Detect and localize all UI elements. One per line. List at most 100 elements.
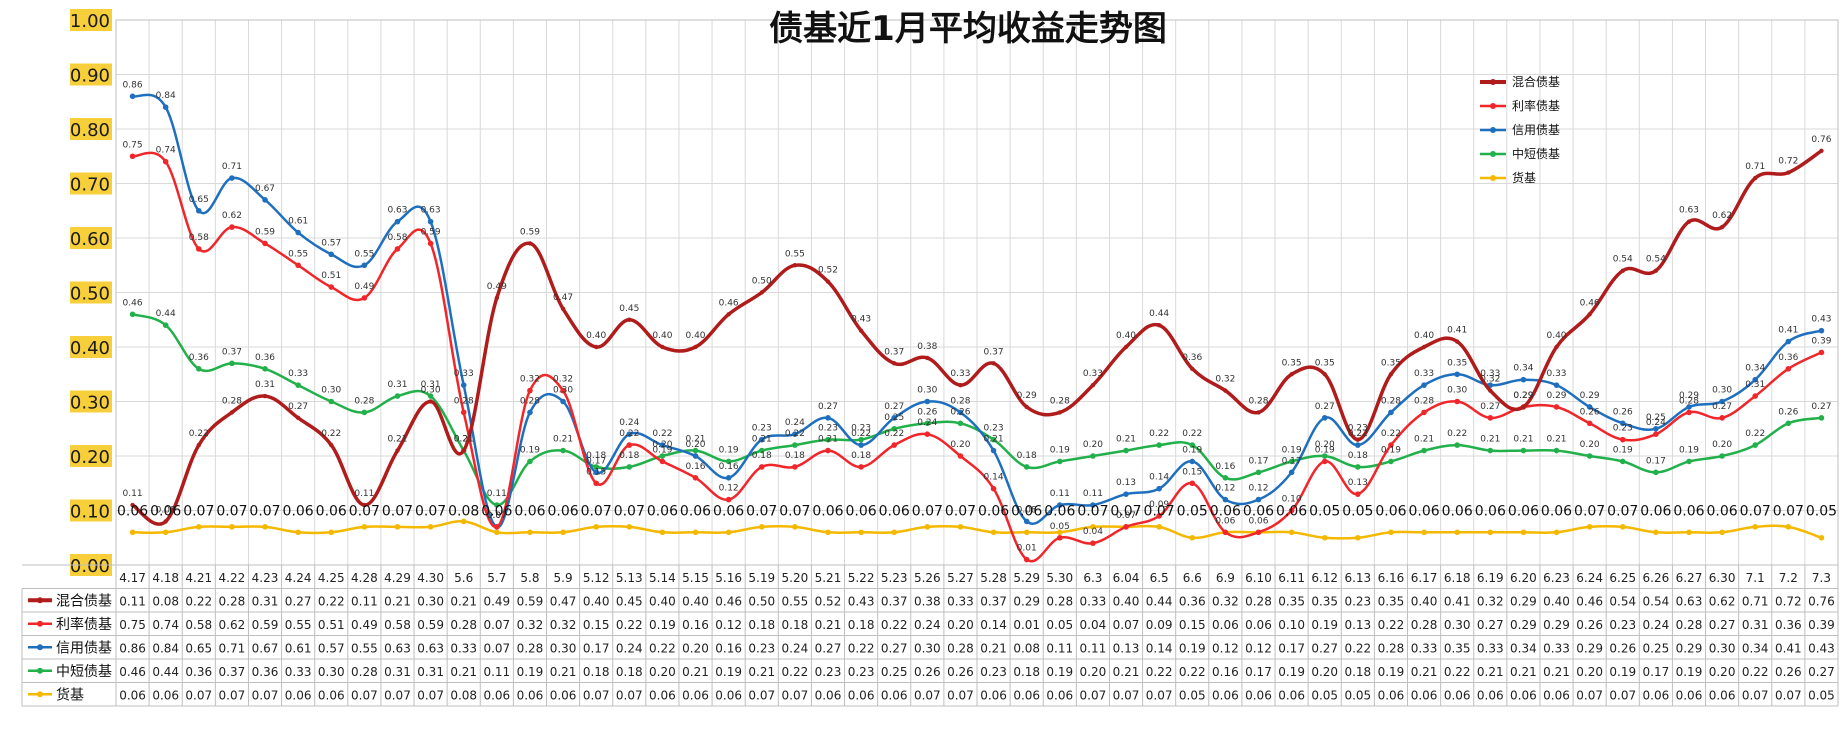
data-point bbox=[991, 361, 996, 366]
data-label: 0.28 bbox=[454, 396, 474, 406]
y-tick-label: 0.00 bbox=[70, 556, 110, 577]
data-label: 0.06 bbox=[117, 504, 148, 520]
x-tick-label: 5.28 bbox=[980, 571, 1007, 585]
table-cell: 0.06 bbox=[1477, 688, 1504, 702]
data-label: 0.27 bbox=[288, 402, 308, 412]
data-point bbox=[1785, 338, 1792, 345]
data-point bbox=[1322, 372, 1327, 377]
table-cell: 0.41 bbox=[1444, 594, 1471, 608]
data-point bbox=[990, 485, 997, 492]
data-point bbox=[1786, 170, 1791, 175]
table-cell: 0.18 bbox=[748, 618, 775, 632]
x-tick-label: 6.25 bbox=[1609, 571, 1636, 585]
table-cell: 0.27 bbox=[1709, 618, 1736, 632]
table-cell: 0.26 bbox=[947, 665, 974, 679]
data-point bbox=[229, 410, 235, 415]
data-point bbox=[1719, 453, 1725, 459]
table-cell: 0.16 bbox=[1212, 665, 1239, 679]
data-point bbox=[1288, 469, 1295, 476]
data-label: 0.11 bbox=[487, 489, 507, 499]
table-row-name: 货基 bbox=[56, 686, 84, 703]
table-cell: 0.06 bbox=[649, 688, 676, 702]
table-cell: 0.67 bbox=[252, 641, 279, 655]
table-cell: 0.62 bbox=[219, 618, 246, 632]
table-cell: 0.17 bbox=[1278, 641, 1305, 655]
x-tick-label: 6.3 bbox=[1083, 571, 1102, 585]
table-cell: 0.06 bbox=[980, 688, 1007, 702]
x-tick-label: 6.16 bbox=[1378, 571, 1405, 585]
data-point bbox=[1090, 540, 1096, 546]
data-point bbox=[1189, 480, 1196, 487]
table-cell: 0.57 bbox=[318, 641, 345, 655]
data-point bbox=[1619, 436, 1626, 443]
table-cell: 0.33 bbox=[1477, 641, 1504, 655]
data-label: 0.33 bbox=[454, 369, 474, 379]
data-point bbox=[1752, 442, 1759, 448]
data-label: 0.35 bbox=[1315, 358, 1335, 368]
table-cell: 0.29 bbox=[1013, 594, 1040, 608]
data-point bbox=[1819, 148, 1824, 153]
table-cell: 0.29 bbox=[1543, 618, 1570, 632]
table-cell: 0.06 bbox=[1444, 688, 1471, 702]
data-label: 0.06 bbox=[846, 504, 877, 520]
table-cell: 0.07 bbox=[1113, 688, 1140, 702]
table-cell: 0.11 bbox=[119, 594, 146, 608]
table-cell: 0.29 bbox=[1510, 594, 1537, 608]
table-row-name: 利率债基 bbox=[56, 616, 112, 633]
data-label: 0.49 bbox=[354, 282, 374, 292]
data-label: 0.24 bbox=[917, 418, 937, 428]
table-cell: 0.15 bbox=[583, 618, 610, 632]
table-cell: 0.36 bbox=[1179, 594, 1206, 608]
data-label: 0.22 bbox=[1348, 429, 1368, 439]
data-label: 0.06 bbox=[514, 504, 545, 520]
data-label: 0.26 bbox=[917, 407, 937, 417]
data-point bbox=[825, 436, 831, 443]
table-cell: 0.32 bbox=[1212, 594, 1239, 608]
data-label: 0.06 bbox=[1210, 504, 1241, 520]
data-label: 0.07 bbox=[1144, 504, 1175, 520]
table-cell: 0.15 bbox=[1179, 618, 1206, 632]
data-point bbox=[1487, 447, 1494, 454]
data-label: 0.22 bbox=[1149, 429, 1169, 439]
x-tick-label: 5.21 bbox=[815, 571, 842, 585]
data-point bbox=[295, 415, 301, 421]
data-label: 0.29 bbox=[1513, 391, 1533, 401]
legend-marker bbox=[1490, 151, 1496, 157]
data-point bbox=[825, 415, 831, 421]
data-label: 0.13 bbox=[1116, 478, 1136, 488]
data-point bbox=[1421, 344, 1427, 350]
data-point bbox=[1090, 453, 1096, 459]
table-cell: 0.29 bbox=[1676, 641, 1703, 655]
table-cell: 0.07 bbox=[1576, 688, 1603, 702]
table-cell: 0.29 bbox=[1576, 641, 1603, 655]
table-cell: 0.26 bbox=[914, 665, 941, 679]
table-cell: 0.21 bbox=[682, 665, 709, 679]
data-point bbox=[692, 529, 699, 536]
table-cell: 0.43 bbox=[848, 594, 875, 608]
table-cell: 0.22 bbox=[1146, 665, 1173, 679]
table-cell: 0.06 bbox=[1013, 688, 1040, 702]
data-label: 0.28 bbox=[1679, 396, 1699, 406]
data-point bbox=[891, 529, 898, 536]
data-table: 4.17 4.18 4.21 4.22 4.23 4.24 4.25 4.28 4.29 4.30… bbox=[21, 564, 1839, 707]
data-label: 0.45 bbox=[619, 304, 639, 314]
data-label: 0.37 bbox=[884, 347, 904, 357]
data-label: 0.57 bbox=[321, 238, 341, 248]
data-point bbox=[792, 464, 798, 470]
table-cell: 0.59 bbox=[517, 594, 544, 608]
data-point bbox=[957, 524, 964, 530]
table-cell: 0.05 bbox=[1808, 688, 1835, 702]
table-cell: 0.06 bbox=[1643, 688, 1670, 702]
table-cell: 0.23 bbox=[848, 665, 875, 679]
legend-marker bbox=[1490, 127, 1496, 133]
data-label: 0.08 bbox=[156, 505, 176, 515]
data-point bbox=[891, 415, 898, 421]
data-label: 0.06 bbox=[1276, 504, 1307, 520]
data-label: 0.25 bbox=[884, 413, 904, 423]
x-tick-label: 5.7 bbox=[487, 571, 506, 585]
data-label: 0.63 bbox=[1679, 206, 1699, 216]
data-label: 0.05 bbox=[1050, 522, 1070, 532]
table-cell: 0.75 bbox=[119, 618, 146, 632]
data-label: 0.21 bbox=[685, 435, 705, 445]
table-cell: 0.06 bbox=[1378, 688, 1405, 702]
